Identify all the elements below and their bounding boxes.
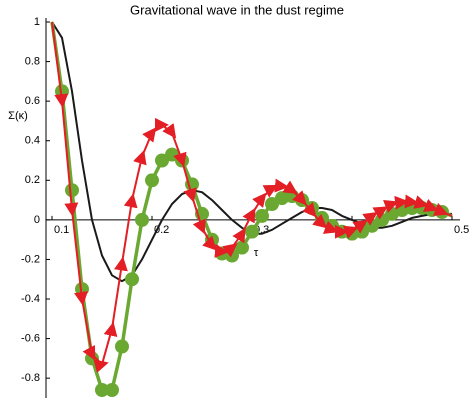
y-tick-label: 0.4 [25,135,40,147]
y-tick-label: 1 [34,16,40,28]
y-tick-label: -0.8 [21,372,40,384]
y-tick-label: -0.4 [21,293,40,305]
y-tick-label: 0 [34,214,40,226]
y-tick-label: 0.8 [25,55,40,67]
chart-title: Gravitational wave in the dust regime [130,2,344,17]
y-tick-label: -0.2 [21,253,40,265]
x-axis-label: τ [254,247,259,259]
x-tick-label: 0.5 [454,224,469,236]
series-line [51,21,452,283]
y-tick-label: 0.2 [25,174,40,186]
y-tick-label: 0.6 [25,95,40,107]
series-line [51,21,453,373]
x-tick-label: 0.1 [54,224,69,236]
y-axis-label: Σ(κ) [8,110,28,122]
y-tick-label: -0.6 [21,333,40,345]
series-line [50,21,453,397]
